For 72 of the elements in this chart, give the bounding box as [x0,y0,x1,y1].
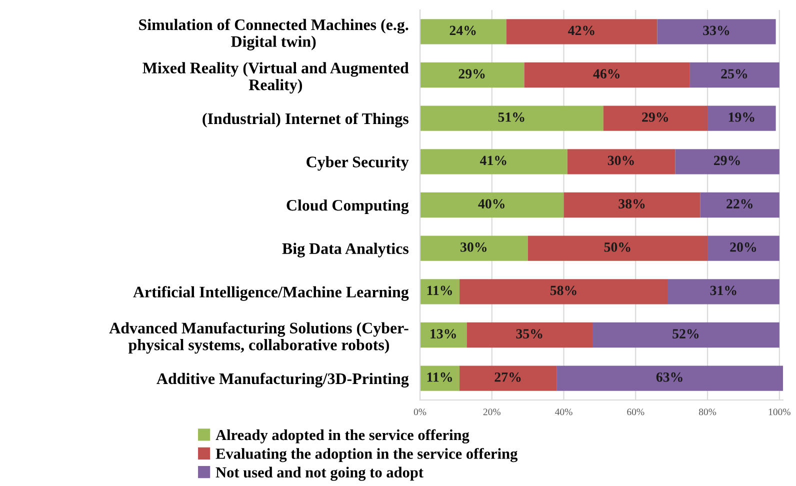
x-tick-label: 40% [555,408,572,416]
y-tick-label: Simulation of Connected Machines (e.g. Digital twin) [139,18,408,50]
data-label: 40% [478,199,504,209]
data-label: 30% [608,156,634,166]
data-label: 42% [568,26,594,36]
y-tick-label: (Industrial) Internet of Things [202,112,408,128]
data-label: 58% [550,286,576,296]
x-tick-label: 60% [627,408,644,416]
bar [528,236,708,261]
data-label: 30% [460,242,486,252]
data-label: 29% [458,69,485,79]
bar [466,322,593,348]
data-label: 63% [656,372,682,382]
data-label: 13% [430,329,456,339]
bar [657,19,776,44]
bar [668,279,780,304]
y-tick-label: Big Data Analytics [282,242,408,258]
bar [708,106,776,131]
data-label: 29% [714,156,740,166]
bar [708,236,780,261]
bar [420,236,528,261]
bar [556,366,783,391]
bar [420,106,604,131]
x-tick-label: 20% [483,408,500,416]
bar [700,192,780,218]
data-label: 11% [427,286,452,296]
data-label: 33% [703,26,730,36]
bar [420,192,564,218]
legend-label: Already adopted in the service offering [216,429,470,444]
bar [420,62,524,88]
y-tick-label: Advanced Manufacturing Solutions (Cyber- physical systems, collaborative robots) [109,322,408,354]
bar [603,106,708,131]
data-label: 50% [604,242,630,252]
bar [564,192,700,218]
data-label: 46% [593,69,620,79]
bar [420,366,460,391]
data-label: 24% [450,26,476,36]
bar [524,62,690,88]
y-tick-label: Additive Manufacturing/3D-Printing [156,372,409,388]
data-label: 29% [642,112,668,122]
bar [420,149,568,174]
data-label: 25% [721,69,748,79]
bar [592,322,780,348]
data-label: 19% [728,112,754,122]
bar [690,62,780,88]
data-label: 35% [516,329,542,339]
y-tick-label: Cyber Security [306,156,409,171]
legend-label: Evaluating the adoption in the service offering [216,448,518,462]
bar [460,279,668,304]
y-tick-label: Mixed Reality (Virtual and Augmented Reality) [142,62,409,94]
bar [420,322,467,348]
y-tick-label: Artificial Intelligence/Machine Learning [133,286,409,301]
bar [460,366,557,391]
data-label: 22% [726,199,752,209]
bar [567,149,676,174]
x-tick-label: 0% [414,408,426,416]
data-label: 52% [672,329,699,339]
data-label: 27% [494,372,521,382]
data-label: 38% [618,199,645,209]
data-label: 51% [498,112,524,122]
bar [506,19,658,44]
legend-label: Not used and not going to adopt [216,466,424,481]
data-label: 20% [730,242,756,252]
x-tick-label: 100% [768,408,790,416]
y-tick-label: Cloud Computing [286,199,409,214]
x-tick-label: 80% [698,408,716,416]
data-label: 41% [480,156,506,166]
data-label: 31% [710,286,736,296]
bar [420,279,460,304]
data-label: 11% [427,372,452,382]
bar [675,149,780,174]
bar [420,19,506,44]
